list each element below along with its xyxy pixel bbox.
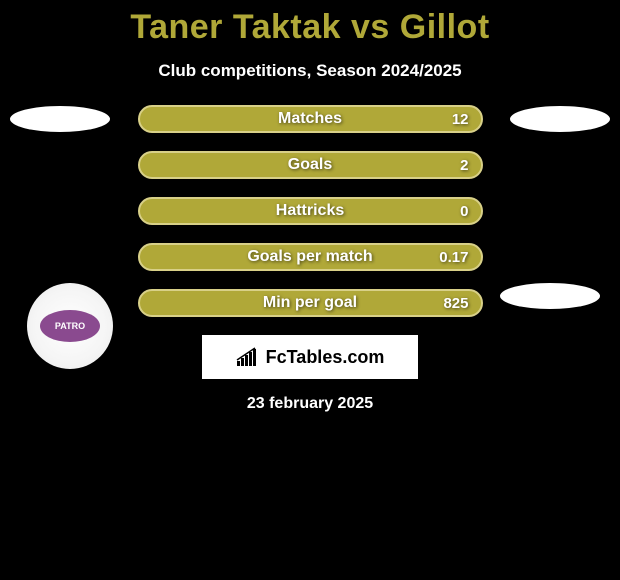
- stats-container: Matches 12 PATRO Goals 2 Hattricks 0 Goa…: [0, 105, 620, 317]
- stat-label: Goals: [288, 156, 332, 174]
- stat-row: Hattricks 0: [0, 197, 620, 225]
- stat-value: 0: [460, 203, 468, 220]
- stat-bar: Hattricks 0: [138, 197, 483, 225]
- bars-icon: [236, 347, 260, 367]
- left-player-oval: [10, 106, 110, 132]
- brand-text: FcTables.com: [266, 347, 385, 368]
- comparison-title: Taner Taktak vs Gillot: [0, 0, 620, 47]
- stat-value: 12: [452, 111, 469, 128]
- stat-label: Matches: [278, 110, 342, 128]
- stat-bar: Matches 12: [138, 105, 483, 133]
- stat-bar: Goals per match 0.17: [138, 243, 483, 271]
- stat-label: Min per goal: [263, 294, 357, 312]
- stat-bar: Goals 2: [138, 151, 483, 179]
- stat-label: Goals per match: [247, 248, 372, 266]
- brand-logo: FcTables.com: [202, 335, 418, 379]
- team-badge: PATRO: [40, 310, 100, 342]
- stat-value: 0.17: [439, 249, 468, 266]
- stat-bar: Min per goal 825: [138, 289, 483, 317]
- left-team-logo: PATRO: [27, 283, 113, 369]
- stat-value: 825: [443, 295, 468, 312]
- footer-date: 23 february 2025: [0, 395, 620, 413]
- stat-row: Matches 12: [0, 105, 620, 133]
- stat-row: Goals 2: [0, 151, 620, 179]
- stat-label: Hattricks: [276, 202, 344, 220]
- stat-value: 2: [460, 157, 468, 174]
- season-subtitle: Club competitions, Season 2024/2025: [0, 61, 620, 81]
- stat-row: Goals per match 0.17: [0, 243, 620, 271]
- right-player-oval: [510, 106, 610, 132]
